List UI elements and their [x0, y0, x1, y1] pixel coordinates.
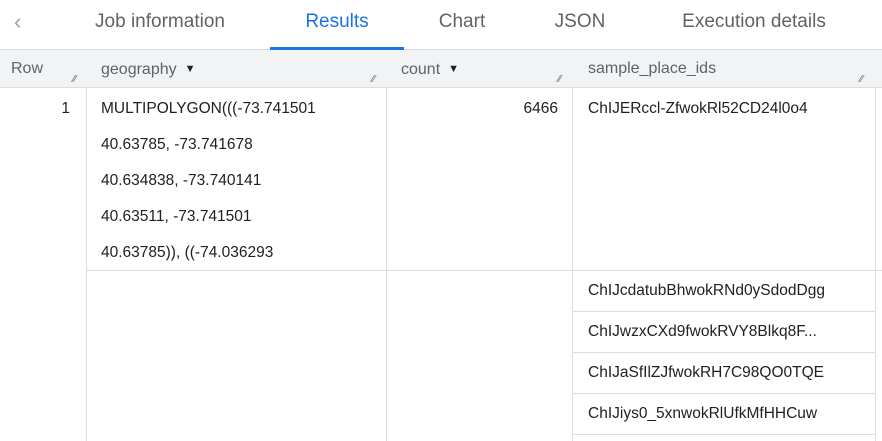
column-header-geography[interactable]: geography ▼: [101, 50, 196, 88]
geography-line: 40.634838, -73.740141: [101, 172, 262, 189]
place-id-cell[interactable]: ChIJiys0_5xnwokRlUfkMfHHCuw: [588, 405, 818, 422]
row-divider: [572, 352, 875, 353]
sort-arrow-icon[interactable]: ▼: [448, 63, 460, 75]
column-label: Row: [11, 60, 44, 77]
column-divider: [572, 88, 573, 441]
place-id-cell[interactable]: ChIJERccl-ZfwokRl52CD24l0o4: [588, 100, 808, 117]
geography-cell[interactable]: MULTIPOLYGON(((-73.741501 40.63785, -73.…: [101, 91, 316, 271]
column-divider: [875, 88, 876, 441]
row-divider: [572, 311, 875, 312]
tab-json[interactable]: JSON: [554, 11, 606, 32]
tab-results[interactable]: Results: [270, 0, 404, 50]
row-divider: [572, 434, 875, 435]
column-label: count: [401, 61, 441, 78]
column-label: geography: [101, 61, 177, 78]
resize-handle-icon[interactable]: ⁄⁄: [372, 74, 376, 85]
tab-execution-details[interactable]: Execution details: [682, 11, 826, 32]
place-id-cell[interactable]: ChIJaSfIlZJfwokRH7C98QO0TQE: [588, 364, 825, 381]
sort-arrow-icon[interactable]: ▼: [184, 63, 196, 75]
table-header: Row ⁄⁄ geography ▼ ⁄⁄ count ▼ ⁄⁄ sample_pl…: [0, 50, 882, 88]
geography-line: MULTIPOLYGON(((-73.741501: [101, 100, 316, 117]
column-divider: [86, 88, 87, 441]
row-divider: [572, 393, 875, 394]
geography-line: 40.63785)), ((-74.036293: [101, 244, 274, 261]
tab-job-information[interactable]: Job information: [95, 11, 225, 32]
resize-handle-icon[interactable]: ⁄⁄: [860, 74, 864, 85]
geography-line: 40.63511, -73.741501: [101, 208, 252, 225]
resize-handle-icon[interactable]: ⁄⁄: [73, 74, 77, 85]
column-divider: [386, 88, 387, 441]
row-number: 1: [61, 100, 70, 117]
tab-chart[interactable]: Chart: [438, 11, 486, 32]
place-id-cell[interactable]: ChIJwzxCXd9fwokRVY8Blkq8F...: [588, 323, 817, 340]
column-header-sample-place-ids[interactable]: sample_place_ids: [588, 50, 716, 88]
chevron-left-icon[interactable]: ‹: [14, 9, 22, 34]
row-divider: [86, 270, 882, 271]
tab-bar: ‹ Job information Results Chart JSON Exe…: [0, 0, 882, 50]
column-label: sample_place_ids: [588, 60, 717, 77]
count-cell[interactable]: 6466: [523, 100, 558, 117]
place-id-cell[interactable]: ChIJcdatubBhwokRNd0ySdodDgg: [588, 282, 825, 299]
column-header-row: Row: [11, 50, 43, 88]
resize-handle-icon[interactable]: ⁄⁄: [558, 74, 562, 85]
geography-line: 40.63785, -73.741678: [101, 136, 253, 153]
column-header-count[interactable]: count ▼: [401, 50, 459, 88]
